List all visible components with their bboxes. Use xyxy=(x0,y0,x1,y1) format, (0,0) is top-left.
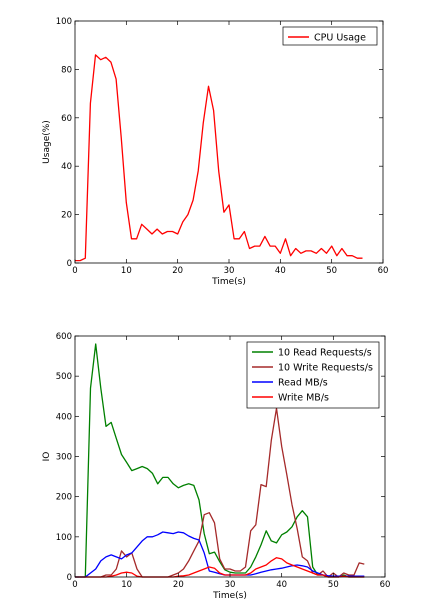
chart-2: 0 10 20 30 40 50 600100200300400500600Time(s)I… xyxy=(42,332,390,601)
y-tick-label: 80 xyxy=(61,65,72,75)
x-tick-label: 40 xyxy=(276,580,287,590)
x-tick-label: 50 xyxy=(326,266,337,276)
y-tick-label: 600 xyxy=(56,332,72,342)
legend-box xyxy=(282,26,378,46)
x-tick-label: 60 xyxy=(380,580,391,590)
legend-entry-2: 10 Write Requests/s xyxy=(278,363,373,374)
x-axis-label: Time(s) xyxy=(211,277,246,287)
x-tick-label: 30 xyxy=(225,580,236,590)
legend-entry-4: Write MB/s xyxy=(278,393,329,404)
y-tick-label: 300 xyxy=(56,453,72,463)
chart-1: 0 10 20 30 40 50 60 0 20 40 60 80 100 Time(s) Usage(%)… xyxy=(42,17,388,287)
y-axis-label: IO xyxy=(42,452,52,462)
y-tick-label: 100 xyxy=(56,533,72,543)
series-line-4 xyxy=(75,557,365,578)
y-tick-label: 20 xyxy=(61,211,72,221)
y-tick-label: 400 xyxy=(56,412,72,422)
x-tick-label: 40 xyxy=(275,266,286,276)
x-tick-label: 0 xyxy=(72,266,77,276)
legend-entry-1: CPU Usage xyxy=(314,33,366,44)
y-tick-label: 60 xyxy=(61,114,72,124)
y-tick-label: 0 xyxy=(67,259,72,269)
legend: CPU Usage xyxy=(282,26,378,46)
x-tick-label: 10 xyxy=(121,266,132,276)
legend-entry-3: Read MB/s xyxy=(278,378,328,389)
legend: 10 Read Requests/s 10 Write Requests/s Rea… xyxy=(246,341,380,409)
x-tick-label: 30 xyxy=(224,266,235,276)
y-axis-label: Usage(%) xyxy=(42,120,52,164)
y-tick-label: 40 xyxy=(61,162,72,172)
x-tick-label: 10 xyxy=(121,580,132,590)
x-tick-label: 50 xyxy=(328,580,339,590)
series-line-2 xyxy=(75,407,365,578)
x-tick-label: 60 xyxy=(378,266,389,276)
x-tick-label: 20 xyxy=(173,580,184,590)
y-tick-label: 200 xyxy=(56,493,72,503)
x-tick-label: 20 xyxy=(172,266,183,276)
series-line-1 xyxy=(75,54,363,262)
y-tick-label: 500 xyxy=(56,372,72,382)
y-tick-label: 0 xyxy=(67,573,72,583)
series-line-3 xyxy=(75,531,365,578)
y-tick-label: 100 xyxy=(56,17,72,27)
x-tick-label: 0 xyxy=(72,580,77,590)
legend-entry-1: 10 Read Requests/s xyxy=(278,348,372,359)
x-axis-label: Time(s) xyxy=(212,591,247,601)
